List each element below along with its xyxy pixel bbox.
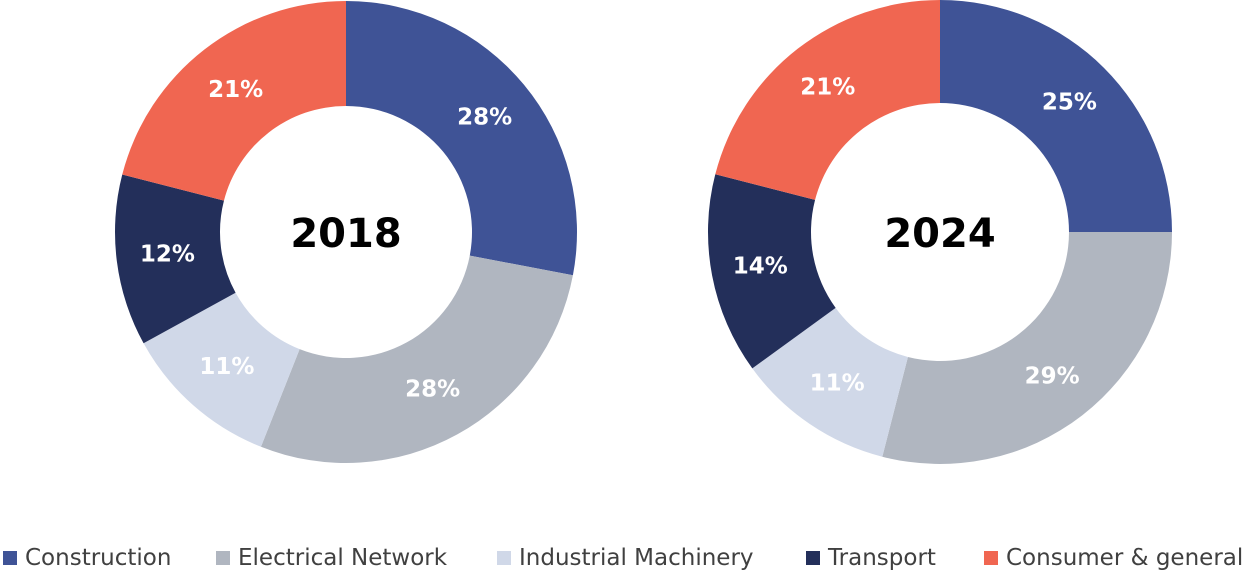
legend: Construction Electrical Network Industrial… bbox=[3, 545, 1243, 571]
slice-consumer-and-general-2024 bbox=[715, 0, 940, 200]
slice-construction-2024 bbox=[940, 0, 1172, 232]
slice-label-industrial-machinery-2018: 11% bbox=[199, 354, 254, 380]
legend-swatch-industrial-machinery bbox=[497, 551, 511, 565]
slice-label-construction-2024: 25% bbox=[1042, 90, 1097, 116]
slice-label-industrial-machinery-2024: 11% bbox=[810, 370, 865, 396]
slice-electrical-network-2018 bbox=[260, 255, 573, 463]
donut-chart-2018: 28% 28% 11% 12% 21% 2018 bbox=[115, 1, 577, 463]
legend-swatch-construction bbox=[3, 551, 17, 565]
legend-swatch-consumer-and-general bbox=[984, 551, 998, 565]
slice-label-consumer-and-general-2024: 21% bbox=[800, 74, 855, 100]
legend-label-transport: Transport bbox=[827, 545, 936, 571]
slice-label-transport-2018: 12% bbox=[140, 242, 195, 268]
slice-construction-2018 bbox=[346, 1, 577, 276]
slice-label-transport-2024: 14% bbox=[733, 253, 788, 279]
slice-label-electrical-network-2024: 29% bbox=[1025, 364, 1080, 390]
legend-label-consumer-and-general: Consumer & general bbox=[1006, 545, 1243, 571]
slice-label-construction-2018: 28% bbox=[457, 104, 512, 130]
legend-swatch-transport bbox=[806, 551, 820, 565]
slice-transport-2018 bbox=[115, 174, 236, 344]
slice-label-electrical-network-2018: 28% bbox=[405, 377, 460, 403]
donut-center-title-2024: 2024 bbox=[884, 211, 995, 257]
slice-industrial-machinery-2018 bbox=[143, 292, 300, 447]
legend-label-construction: Construction bbox=[25, 545, 171, 571]
slice-consumer-and-general-2018 bbox=[122, 1, 346, 201]
legend-label-electrical-network: Electrical Network bbox=[238, 545, 448, 571]
slice-electrical-network-2024 bbox=[882, 232, 1172, 464]
donut-center-title-2018: 2018 bbox=[290, 211, 401, 257]
legend-swatch-electrical-network bbox=[216, 551, 230, 565]
donut-chart-2024: 25% 29% 11% 14% 21% 2024 bbox=[708, 0, 1172, 464]
legend-label-industrial-machinery: Industrial Machinery bbox=[519, 545, 754, 571]
slice-transport-2024 bbox=[708, 174, 836, 369]
slice-industrial-machinery-2024 bbox=[752, 307, 908, 457]
slice-label-consumer-and-general-2018: 21% bbox=[208, 77, 263, 103]
